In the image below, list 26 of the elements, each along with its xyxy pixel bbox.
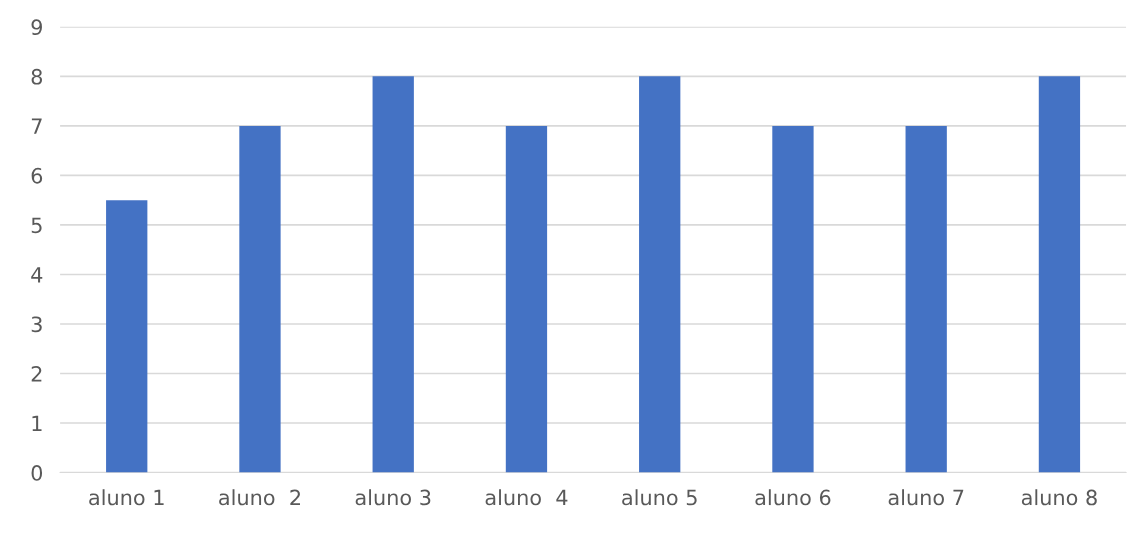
y-tick-label: 3 — [31, 316, 42, 333]
y-tick-label: 7 — [31, 118, 42, 134]
bar — [772, 125, 814, 473]
x-tick-label: aluno 3 — [355, 489, 431, 506]
y-tick-label: 6 — [31, 167, 43, 184]
x-tick-label: aluno 4 — [485, 489, 568, 506]
y-tick-label: 4 — [31, 267, 43, 283]
x-tick-label: aluno 2 — [219, 489, 300, 506]
y-tick-label: 0 — [31, 465, 43, 481]
y-tick-label: 5 — [31, 217, 42, 234]
x-tick-label: aluno 6 — [755, 489, 831, 506]
y-tick-label: 9 — [31, 19, 42, 36]
x-tick-label: aluno 8 — [1021, 489, 1097, 506]
bar — [1038, 76, 1081, 473]
y-tick-label: 8 — [31, 68, 43, 85]
bar — [505, 125, 548, 473]
x-tick-label: aluno 5 — [622, 489, 697, 506]
bar — [639, 76, 681, 473]
bar — [905, 125, 947, 473]
bar — [372, 76, 414, 473]
x-tick-label: aluno 7 — [888, 489, 964, 506]
bar — [106, 200, 148, 473]
x-tick-label: aluno 1 — [89, 489, 164, 506]
y-tick-label: 2 — [31, 365, 42, 382]
y-tick-label: 1 — [32, 415, 42, 431]
bar — [239, 125, 281, 473]
